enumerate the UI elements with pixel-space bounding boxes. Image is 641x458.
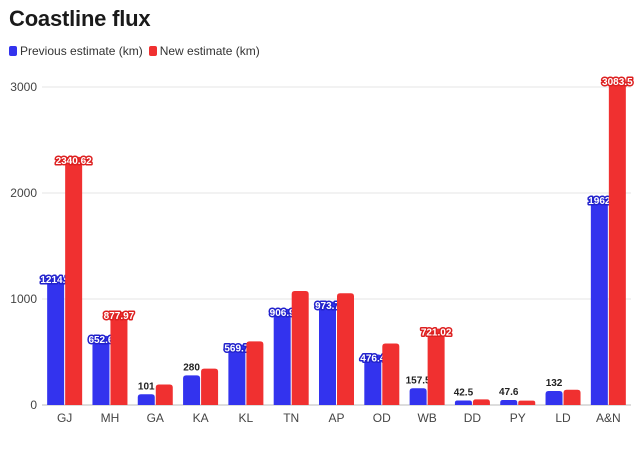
y-tick-label: 2000 [10, 186, 37, 200]
legend-item-previous: Previous estimate (km) [9, 44, 143, 58]
bar-new [608, 78, 626, 406]
bar-previous [590, 197, 608, 405]
x-tick-label: AP [328, 411, 344, 425]
x-tick-label: OD [373, 411, 391, 425]
value-label-previous: 906.9 [270, 308, 295, 319]
bar-new [110, 311, 128, 405]
bar-new [427, 328, 445, 405]
x-tick-label: KL [239, 411, 254, 425]
bar-new [382, 343, 400, 405]
y-tick-label: 1000 [10, 292, 37, 306]
bar-new [201, 368, 219, 405]
legend-label-previous: Previous estimate (km) [20, 44, 143, 58]
bar-new [65, 156, 83, 405]
x-tick-label: DD [464, 411, 482, 425]
bar-previous [500, 399, 518, 405]
bar-new [155, 384, 173, 405]
x-tick-label: GJ [57, 411, 72, 425]
legend-label-new: New estimate (km) [159, 44, 260, 58]
bar-previous [92, 335, 110, 405]
x-tick-label: MH [101, 411, 120, 425]
bar-new [246, 341, 264, 405]
value-label-previous: 47.6 [499, 387, 519, 398]
bar-new [337, 293, 354, 405]
bar-previous [545, 391, 563, 405]
value-label-previous: 652.6 [88, 335, 113, 346]
bar-new [291, 290, 309, 405]
legend-swatch-previous [9, 46, 17, 56]
value-label-previous: 1962 [588, 196, 611, 207]
x-tick-label: GA [147, 411, 164, 425]
value-label-previous: 132 [546, 378, 563, 389]
bar-previous [454, 400, 472, 405]
bar-previous [409, 388, 427, 405]
legend: Previous estimate (km) New estimate (km) [9, 44, 266, 58]
value-label-previous: 569.7 [224, 344, 249, 355]
value-label-previous: 280 [183, 362, 200, 373]
value-label-previous: 101 [138, 381, 155, 392]
value-label-previous: 1214.7 [40, 275, 71, 286]
bar-new [472, 399, 490, 405]
y-tick-label: 0 [30, 398, 37, 412]
bar-previous [364, 354, 382, 405]
legend-swatch-new [148, 46, 157, 56]
value-label-previous: 973.7 [315, 301, 340, 312]
bar-new [518, 400, 536, 405]
x-tick-label: LD [555, 411, 571, 425]
bar-previous [183, 375, 201, 405]
x-tick-label: KA [193, 411, 209, 425]
bar-previous [137, 394, 155, 405]
bar-previous [47, 276, 65, 405]
chart-title: Coastline flux [9, 6, 151, 31]
value-label-new: 721.02 [421, 328, 452, 339]
value-label-new: 2340.62 [56, 156, 93, 167]
value-label-previous: 157.5 [406, 375, 431, 386]
x-tick-label: A&N [596, 411, 621, 425]
value-label-previous: 476.4 [360, 354, 385, 365]
x-tick-label: PY [510, 411, 526, 425]
bar-previous [273, 308, 291, 405]
y-tick-label: 3000 [10, 80, 37, 94]
value-label-new: 3083.5 [602, 77, 633, 88]
value-label-previous: 42.5 [454, 387, 474, 398]
x-tick-label: WB [417, 411, 436, 425]
bar-previous [319, 301, 336, 405]
bar-new [563, 389, 581, 405]
bar-previous [228, 344, 246, 405]
legend-item-new: New estimate (km) [148, 44, 260, 58]
x-tick-label: TN [283, 411, 299, 425]
value-label-new: 877.97 [104, 311, 135, 322]
